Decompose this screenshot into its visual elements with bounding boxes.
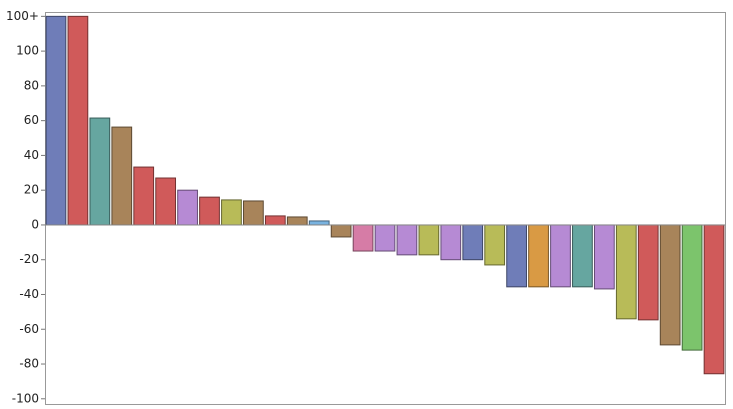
plot-frame [45,12,726,405]
bar [396,224,418,256]
bar [330,224,352,238]
bar [550,224,571,288]
bar [462,224,484,261]
bar [286,216,308,226]
bar [659,224,681,346]
bar [264,215,286,226]
bar [177,189,198,226]
y-tick-label: 40 [24,148,39,162]
bar [572,224,593,288]
y-tick-label: 20 [24,183,39,197]
bar [593,224,615,290]
bar [374,224,396,252]
bar [484,224,506,266]
bar [440,224,462,261]
bar [133,166,155,226]
bar [352,224,374,252]
y-tick-label: -80 [19,357,39,371]
bar [155,177,177,226]
bar [615,224,637,320]
bar [45,15,67,226]
bar [199,196,220,226]
y-tick-label: -40 [19,287,39,301]
bar [681,224,703,351]
bar [637,224,659,321]
bar [703,224,725,375]
y-tick-label: 100+ [6,9,39,23]
bar [528,224,549,288]
bar [308,220,330,226]
y-tick-label: 0 [31,217,39,231]
bar [243,200,264,226]
y-tick-label: -100 [12,391,39,405]
y-tick-label: 100 [16,44,39,58]
bar [111,126,133,226]
y-tick-label: -60 [19,322,39,336]
y-tick-label: 80 [24,78,39,92]
bar [221,199,242,226]
bar [89,117,111,226]
bar [418,224,440,256]
y-tick-label: -20 [19,252,39,266]
bar [506,224,527,288]
bar [67,15,89,226]
y-tick-label: 60 [24,113,39,127]
